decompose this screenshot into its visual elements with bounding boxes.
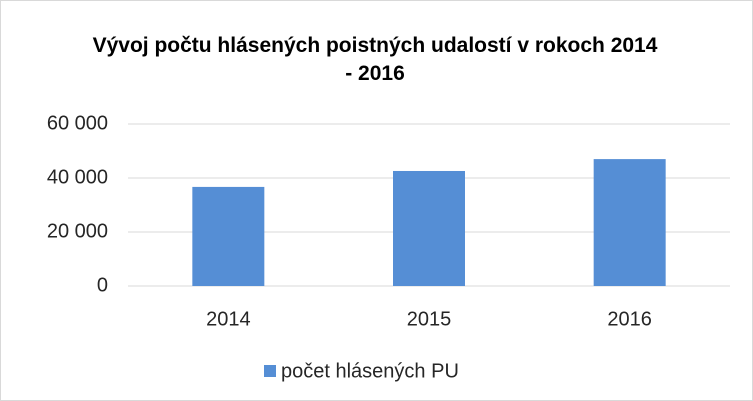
- x-tick-label: 2015: [407, 308, 452, 330]
- legend-swatch: [264, 365, 276, 377]
- x-tick-label: 2014: [206, 308, 251, 330]
- x-tick-label: 2016: [607, 308, 652, 330]
- y-tick-label: 40 000: [47, 166, 108, 188]
- bar: [192, 186, 265, 286]
- legend-label: počet hlásených PU: [281, 360, 459, 382]
- y-tick-label: 60 000: [47, 112, 108, 134]
- bar: [593, 159, 666, 286]
- chart-title: Vývoj počtu hlásených poistných udalostí…: [92, 34, 658, 85]
- bar: [393, 170, 465, 286]
- y-tick-label: 20 000: [47, 220, 108, 242]
- y-tick-label: 0: [97, 274, 108, 296]
